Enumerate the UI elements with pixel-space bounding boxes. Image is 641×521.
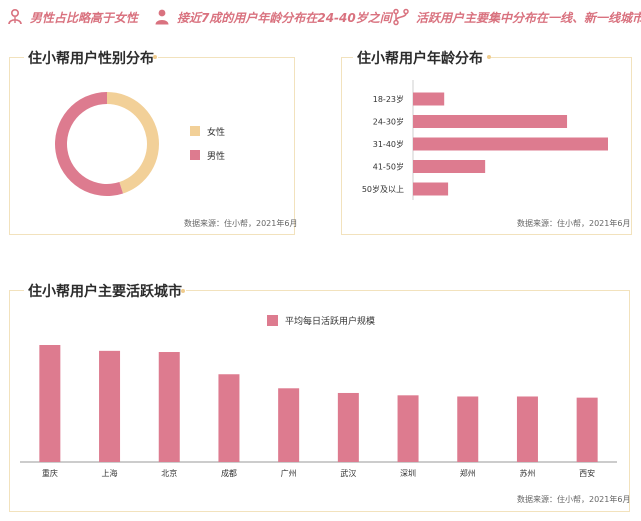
age-source-note: 数据来源：住小帮，2021年6月 <box>517 219 631 228</box>
finding-age-text: 接近7成的用户年龄分布在24-40岁之间 <box>177 10 392 25</box>
age-bar-0 <box>413 92 445 106</box>
legend-label-1: 男性 <box>207 150 225 162</box>
city-bar-5 <box>337 392 359 462</box>
city-tick-label-5: 武汉 <box>340 468 356 478</box>
city-tick-label-9: 西安 <box>579 468 595 478</box>
male-user-icon <box>8 8 22 25</box>
age-bars: 18-23岁 24-30岁 31-40岁 41-50岁 50岁及以上 <box>362 80 608 200</box>
city-tick-label-7: 郑州 <box>460 468 476 478</box>
city-tick-label-0: 重庆 <box>42 468 58 478</box>
age-title-dot <box>487 55 491 59</box>
gender-source-note: 数据来源：住小帮，2021年6月 <box>184 219 298 228</box>
city-bar-6 <box>397 395 419 462</box>
finding-age: 接近7成的用户年龄分布在24-40岁之间 <box>153 6 392 28</box>
city-bar-3 <box>218 374 240 462</box>
finding-city-text: 活跃用户主要集中分布在一线、新一线城市 <box>416 10 641 25</box>
city-bar-2 <box>158 352 180 462</box>
age-tick-label-4: 50岁及以上 <box>362 184 404 194</box>
city-tick-label-4: 广州 <box>281 468 297 478</box>
city-bars: 重庆 上海 北京 成都 广州 武汉 深圳 郑州 苏州 西安 <box>20 345 617 478</box>
gender-panel-title: 住小帮用户性别分布 <box>24 48 158 68</box>
city-bar-chart: 平均每日活跃用户规模 重庆 上海 北京 成都 广州 武汉 深圳 郑州 苏州 西安 <box>20 315 617 478</box>
finding-gender: 男性占比略高于女性 <box>6 6 138 28</box>
age-tick-label-3: 41-50岁 <box>373 162 404 172</box>
age-tick-label-0: 18-23岁 <box>373 94 404 104</box>
branch-location-icon <box>393 8 409 26</box>
city-tick-label-2: 北京 <box>161 468 177 478</box>
key-findings-strip: 男性占比略高于女性 接近7成的用户年龄分布在24-40岁之间 活跃用户主要集中分… <box>0 0 641 36</box>
age-bar-chart: 18-23岁 24-30岁 31-40岁 41-50岁 50岁及以上 <box>362 80 608 200</box>
gender-donut <box>55 92 160 196</box>
age-bar-3 <box>413 160 486 173</box>
age-panel-title: 住小帮用户年龄分布 <box>353 48 487 68</box>
age-bar-4 <box>413 182 449 196</box>
city-panel-title: 住小帮用户主要活跃城市 <box>24 281 186 301</box>
age-bar-2 <box>413 137 608 151</box>
city-tick-label-8: 苏州 <box>519 468 535 478</box>
user-profile-icon <box>155 9 169 25</box>
city-legend-swatch <box>267 315 278 326</box>
city-title-dot <box>181 289 185 293</box>
donut-slice-1 <box>55 92 124 196</box>
city-legend: 平均每日活跃用户规模 <box>267 315 375 327</box>
finding-city: 活跃用户主要集中分布在一线、新一线城市 <box>392 6 641 28</box>
age-tick-label-1: 24-30岁 <box>373 117 404 127</box>
legend-swatch-0 <box>190 126 200 136</box>
city-bar-9 <box>576 397 598 462</box>
city-tick-label-1: 上海 <box>102 468 118 478</box>
city-bar-8 <box>516 396 538 462</box>
age-bar-1 <box>413 115 568 128</box>
city-bar-7 <box>457 396 479 462</box>
legend-label-0: 女性 <box>207 126 225 138</box>
city-bar-4 <box>278 388 300 462</box>
city-tick-label-3: 成都 <box>221 468 237 478</box>
city-tick-label-6: 深圳 <box>400 468 416 478</box>
gender-title-dot <box>153 55 157 59</box>
city-bar-0 <box>39 345 61 462</box>
city-source-note: 数据来源：住小帮，2021年6月 <box>517 495 631 504</box>
donut-slice-0 <box>107 92 160 194</box>
city-bar-1 <box>99 350 121 462</box>
age-tick-label-2: 31-40岁 <box>373 139 404 149</box>
legend-swatch-1 <box>190 150 200 160</box>
city-legend-label: 平均每日活跃用户规模 <box>285 315 375 327</box>
finding-gender-text: 男性占比略高于女性 <box>30 10 139 25</box>
